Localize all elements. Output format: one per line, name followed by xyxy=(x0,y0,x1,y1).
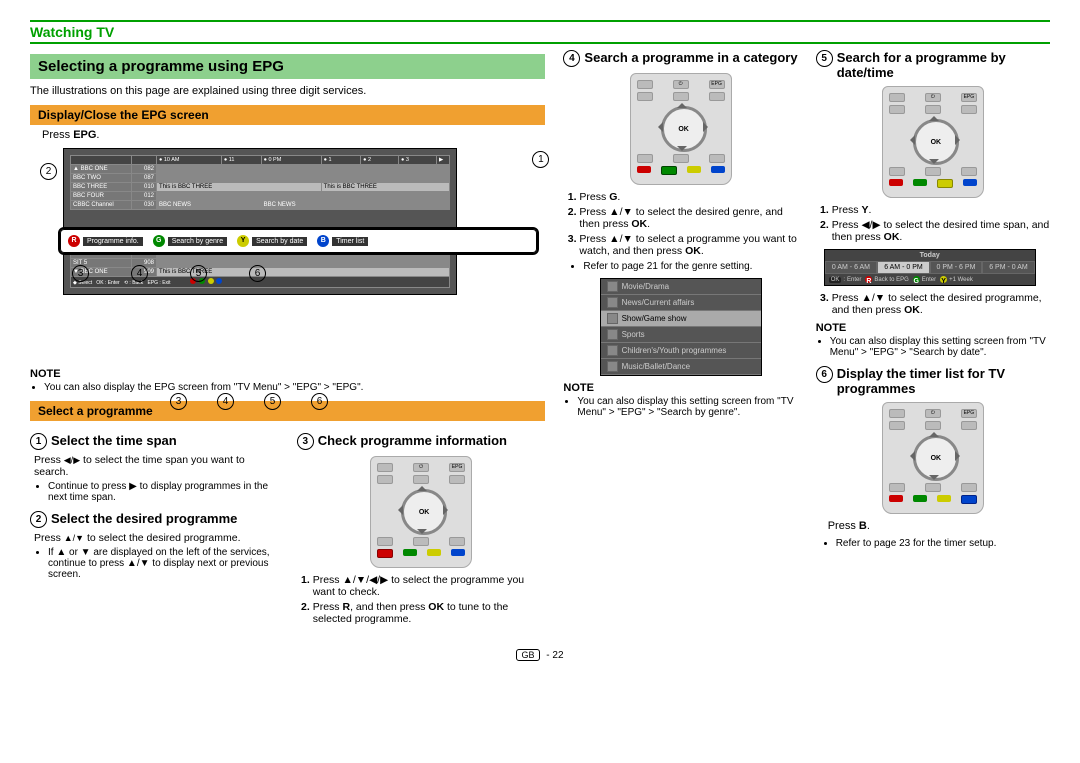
step3-steps: Press ▲/▼/◀/▶ to select the programme yo… xyxy=(313,574,546,625)
step4-steps: Press G. Press ▲/▼ to select the desired… xyxy=(579,191,797,257)
step4-note: You can also display this setting screen… xyxy=(577,396,797,418)
press-epg-line: Press EPG. xyxy=(42,129,545,141)
timebar-illustration: Today 0 AM - 6 AM 6 AM - 0 PM 0 PM - 6 P… xyxy=(824,249,1036,286)
remote-icon: ⏻EPG OK xyxy=(882,402,984,514)
note-epg-menu: You can also display the EPG screen from… xyxy=(44,382,545,393)
remote-icon: ⏻EPG OK xyxy=(882,86,984,198)
step5-note: You can also display this setting screen… xyxy=(830,336,1050,358)
color-key-callout: RProgramme info. GSearch by genre YSearc… xyxy=(58,227,539,255)
note-label: NOTE xyxy=(563,382,797,394)
main-title: Selecting a programme using EPG xyxy=(30,54,545,79)
step6-ref: Refer to page 23 for the timer setup. xyxy=(836,538,1050,549)
subtitle-display-close: Display/Close the EPG screen xyxy=(30,105,545,125)
step1-body: Press ◀/▶ to select the time span you wa… xyxy=(34,454,279,503)
step4-ref: Refer to page 21 for the genre setting. xyxy=(583,261,797,272)
genre-list: Movie/Drama News/Current affairs Show/Ga… xyxy=(600,278,762,376)
step2-body: Press ▲/▼ to select the desired programm… xyxy=(34,532,279,580)
page-footer: GB - 22 xyxy=(30,649,1050,661)
step1-title: Select the time span xyxy=(51,433,177,450)
breadcrumb: Watching TV xyxy=(30,24,114,40)
step5-title: Search for a programme by date/time xyxy=(837,50,1050,80)
step2-title: Select the desired programme xyxy=(51,511,237,528)
step4-title: Search a programme in a category xyxy=(584,50,797,67)
step6-title: Display the timer list for TV programmes xyxy=(837,366,1050,396)
epg-illustration: 1 2 ● 10 AM● 11 ● 0 PM● 1 ● 2● 3▶ ▲ BBC … xyxy=(30,149,545,294)
step5-steps-a: Press Y. Press ◀/▶ to select the desired… xyxy=(832,204,1050,243)
step6-press: Press B. xyxy=(828,520,1050,532)
note-label: NOTE xyxy=(816,322,1050,334)
intro-text: The illustrations on this page are expla… xyxy=(30,85,545,97)
remote-icon: ⏻EPG OK xyxy=(370,456,472,568)
step3-title: Check programme information xyxy=(318,433,507,450)
remote-icon: ⏻EPG OK xyxy=(630,73,732,185)
step5-steps-b: Press ▲/▼ to select the desired programm… xyxy=(832,292,1050,316)
note-label: NOTE xyxy=(30,368,545,380)
